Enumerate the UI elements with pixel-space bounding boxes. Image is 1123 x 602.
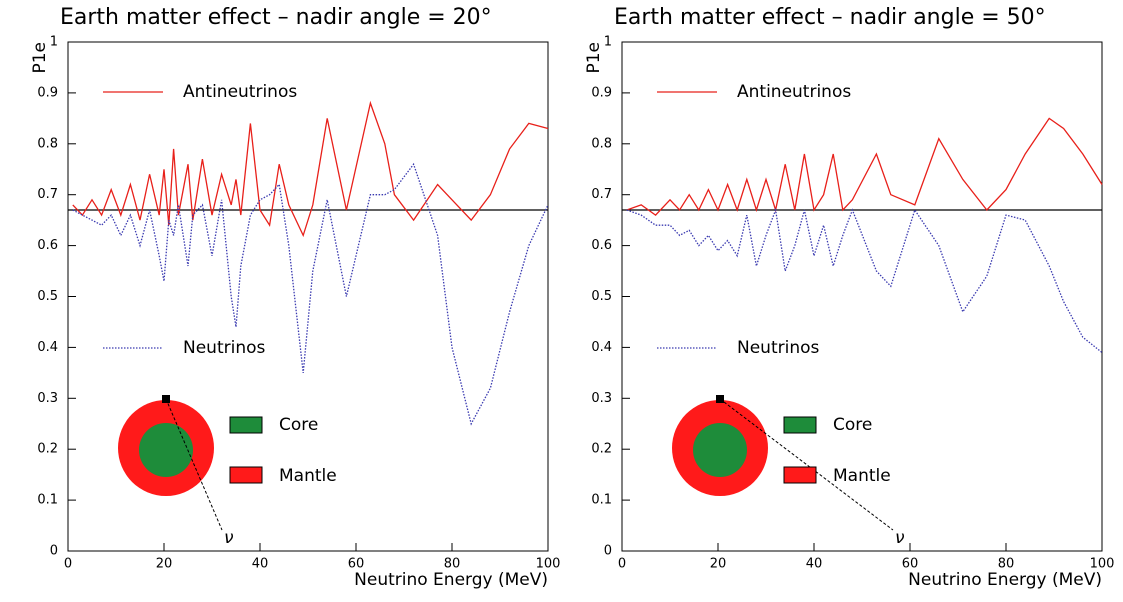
chart-title: Earth matter effect – nadir angle = 20°: [60, 5, 492, 30]
x-tick-label: 80: [444, 557, 461, 572]
x-tick-label: 0: [64, 557, 72, 572]
core: [139, 423, 193, 477]
x-tick-label: 60: [348, 557, 365, 572]
y-tick-label: 0.2: [591, 442, 612, 457]
y-tick-label: 1: [50, 35, 58, 50]
x-tick-label: 100: [1090, 557, 1115, 572]
mantle-swatch: [229, 466, 263, 484]
y-tick-label: 0: [50, 544, 58, 559]
core-swatch: [229, 416, 263, 434]
nu-label: ν: [224, 528, 234, 548]
legend-label: Antineutrinos: [183, 82, 297, 102]
y-tick-label: 0.8: [37, 136, 58, 151]
mantle-swatch: [783, 466, 817, 484]
x-tick-label: 20: [710, 557, 727, 572]
y-tick-label: 0.7: [37, 187, 58, 202]
x-tick-label: 100: [536, 557, 561, 572]
neutrino-path: [165, 398, 223, 531]
series-line: [626, 207, 1103, 354]
y-tick-label: 0.6: [37, 238, 58, 253]
y-tick-label: 0.9: [37, 85, 58, 100]
mantle-label: Mantle: [833, 466, 891, 486]
mantle-label: Mantle: [279, 466, 337, 486]
y-tick-label: 0.4: [37, 340, 58, 355]
y-axis-label: P1e: [584, 42, 604, 74]
x-tick-label: 20: [156, 557, 173, 572]
x-tick-label: 0: [618, 557, 626, 572]
y-tick-label: 0.6: [591, 238, 612, 253]
y-tick-label: 0.7: [591, 187, 612, 202]
y-tick-label: 0.4: [591, 340, 612, 355]
series-line: [626, 117, 1103, 216]
x-tick-label: 60: [902, 557, 919, 572]
x-axis-label: Neutrino Energy (MeV): [354, 570, 548, 590]
y-tick-label: 0.8: [591, 136, 612, 151]
core-swatch: [783, 416, 817, 434]
y-tick-label: 1: [604, 35, 612, 50]
legend-label: Neutrinos: [737, 338, 820, 358]
x-tick-label: 80: [998, 557, 1015, 572]
core-label: Core: [279, 415, 318, 435]
chart-title: Earth matter effect – nadir angle = 50°: [614, 5, 1046, 30]
y-tick-label: 0: [604, 544, 612, 559]
x-tick-label: 40: [252, 557, 269, 572]
detector: [162, 395, 170, 403]
legend-label: Neutrinos: [183, 338, 266, 358]
core: [693, 423, 747, 477]
detector: [716, 395, 724, 403]
y-tick-label: 0.5: [591, 289, 612, 304]
nu-label: ν: [895, 528, 905, 548]
y-tick-label: 0.1: [591, 493, 612, 508]
x-axis-label: Neutrino Energy (MeV): [908, 570, 1102, 590]
y-tick-label: 0.9: [591, 85, 612, 100]
series-line: [72, 162, 549, 426]
x-tick-label: 40: [806, 557, 823, 572]
legend-label: Antineutrinos: [737, 82, 851, 102]
neutrino-path: [719, 398, 894, 531]
y-tick-label: 0.1: [37, 493, 58, 508]
y-tick-label: 0.5: [37, 289, 58, 304]
series-line: [72, 100, 549, 238]
y-tick-label: 0.3: [591, 391, 612, 406]
y-axis-label: P1e: [30, 42, 50, 74]
y-tick-label: 0.2: [37, 442, 58, 457]
core-label: Core: [833, 415, 872, 435]
y-tick-label: 0.3: [37, 391, 58, 406]
